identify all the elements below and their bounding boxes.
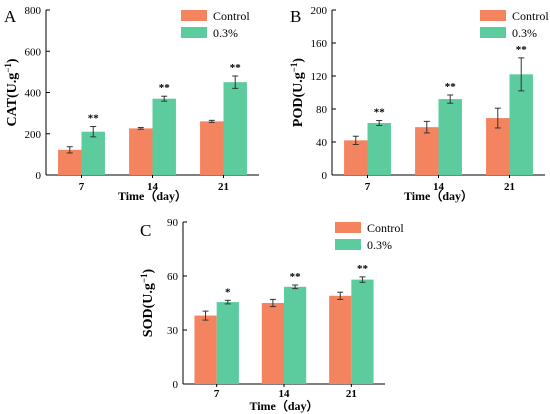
x-tick-label: 7 (365, 181, 371, 193)
y-tick-label: 200 (25, 129, 42, 141)
bar-control-7 (58, 149, 82, 175)
significance-marker: ** (159, 82, 171, 94)
x-axis-label: Time（day） (404, 188, 473, 203)
bar-control-21 (486, 118, 510, 175)
y-axis-label: POD(U.g−1) (289, 58, 306, 127)
y-tick-label: 600 (25, 46, 42, 58)
bar-control-21 (200, 121, 224, 175)
panel-letter: B (290, 7, 301, 26)
x-axis-label: Time（day） (118, 188, 187, 203)
legend-label: Control (512, 9, 549, 23)
y-tick-label: 90 (167, 217, 179, 229)
x-tick-label: 21 (504, 181, 515, 193)
x-tick-label: 7 (79, 181, 85, 193)
panel-letter: C (140, 221, 151, 240)
legend-swatch (480, 27, 506, 38)
y-tick-label: 0 (36, 170, 42, 182)
bar-control-14 (261, 303, 284, 384)
x-tick-label: 21 (346, 388, 357, 400)
significance-marker: ** (374, 107, 386, 119)
significance-marker: ** (516, 44, 528, 56)
y-tick-label: 120 (311, 71, 328, 83)
x-tick-label: 14 (147, 181, 159, 193)
y-tick-label: 200 (311, 5, 328, 17)
x-tick-label: 7 (214, 388, 220, 400)
y-tick-label: 40 (316, 137, 328, 149)
legend-label: Control (367, 221, 404, 235)
bar-control-7 (344, 140, 368, 175)
x-axis-label: Time（day） (249, 398, 318, 413)
significance-marker: ** (445, 81, 457, 93)
chart-panel-B: 0 40 80 120 160 200 B POD(U.g−1) 7 ** 14 ** 21 ** Time… (289, 5, 549, 203)
bar-treatment-14 (152, 98, 176, 175)
y-tick-label: 30 (167, 325, 179, 337)
bar-treatment-21 (223, 82, 247, 175)
bar-control-21 (329, 295, 352, 384)
y-tick-label: 60 (167, 271, 179, 283)
y-axis-label: SOD(U.g−1) (139, 268, 156, 337)
significance-marker: * (225, 286, 231, 298)
legend-swatch (335, 239, 361, 250)
bar-treatment-7 (216, 302, 239, 384)
chart-panel-A: 0 200 400 600 800 A CAT(U.g−1) 7 ** 14 ** 21 ** Time（… (3, 5, 259, 203)
bar-treatment-7 (81, 131, 105, 175)
chart-panel-C: 0 30 60 90 C SOD(U.g−1) 7 * 14 ** 21 ** Time（day） Con… (139, 217, 404, 413)
y-tick-label: 0 (322, 170, 328, 182)
x-tick-label: 21 (218, 181, 229, 193)
bar-treatment-14 (284, 286, 307, 384)
bar-control-14 (415, 127, 439, 175)
bar-treatment-7 (367, 123, 391, 175)
y-tick-label: 160 (311, 38, 328, 50)
legend-swatch (181, 27, 207, 38)
significance-marker: ** (88, 113, 100, 125)
y-tick-label: 0 (173, 379, 179, 391)
significance-marker: ** (357, 263, 369, 275)
legend-swatch (480, 10, 506, 21)
significance-marker: ** (230, 62, 242, 74)
bar-control-7 (194, 315, 217, 384)
panel-letter: A (4, 7, 17, 26)
x-tick-label: 14 (433, 181, 445, 193)
bar-treatment-21 (351, 279, 374, 384)
legend-swatch (335, 222, 361, 233)
y-axis-label: CAT(U.g−1) (3, 58, 20, 126)
y-tick-label: 80 (316, 104, 328, 116)
bar-treatment-14 (438, 99, 462, 175)
significance-marker: ** (290, 271, 302, 283)
legend-label: 0.3% (213, 26, 238, 40)
y-tick-label: 400 (25, 88, 42, 100)
bar-treatment-21 (509, 74, 533, 175)
x-tick-label: 14 (279, 388, 291, 400)
legend-label: Control (213, 9, 250, 23)
legend-label: 0.3% (512, 26, 537, 40)
bar-control-14 (129, 128, 153, 175)
legend-swatch (181, 10, 207, 21)
y-tick-label: 800 (25, 5, 42, 17)
legend-label: 0.3% (367, 238, 392, 252)
